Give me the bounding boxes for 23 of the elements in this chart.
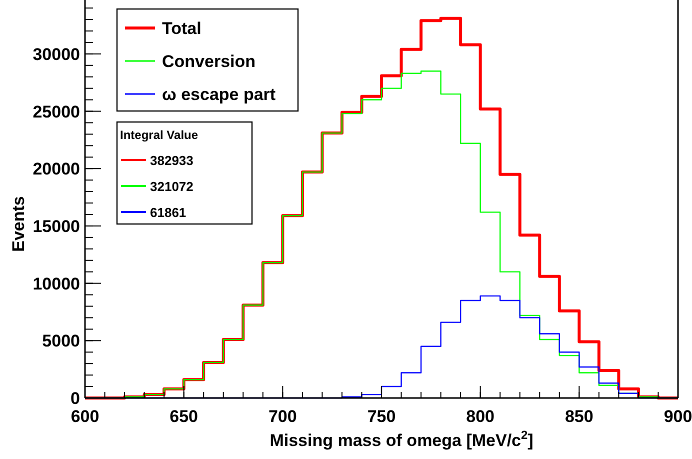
x-tick-label: 700 — [268, 407, 297, 426]
x-tick-label: 900 — [664, 407, 692, 426]
y-tick-label: 25000 — [32, 102, 80, 122]
x-tick-label: 800 — [466, 407, 495, 426]
y-tick-label: 0 — [70, 389, 80, 408]
annotation: 382933 — [150, 153, 194, 168]
x-tick-label: 850 — [564, 407, 594, 426]
x-tick-label: 750 — [367, 407, 396, 426]
x-axis-title: Missing mass of omega [MeV/c$^{2}$] — [270, 428, 534, 450]
annotation: 321072 — [150, 179, 194, 194]
x-tick-label: 600 — [70, 407, 100, 426]
annotation: Integral Value — [120, 128, 198, 142]
x-tick-label: 650 — [170, 407, 198, 426]
y-tick-label: 15000 — [32, 216, 80, 236]
y-tick-label: 10000 — [32, 274, 80, 294]
y-tick-label: 20000 — [32, 160, 80, 179]
annotation: 61861 — [150, 205, 186, 220]
legend-label: Conversion — [162, 52, 256, 71]
legend-label: ω escape part — [162, 85, 276, 104]
y-tick-label: 30000 — [32, 44, 80, 64]
y-axis-title: Events — [9, 196, 28, 252]
y-tick-label: 5000 — [42, 332, 80, 351]
legend-label: Total — [162, 19, 202, 38]
